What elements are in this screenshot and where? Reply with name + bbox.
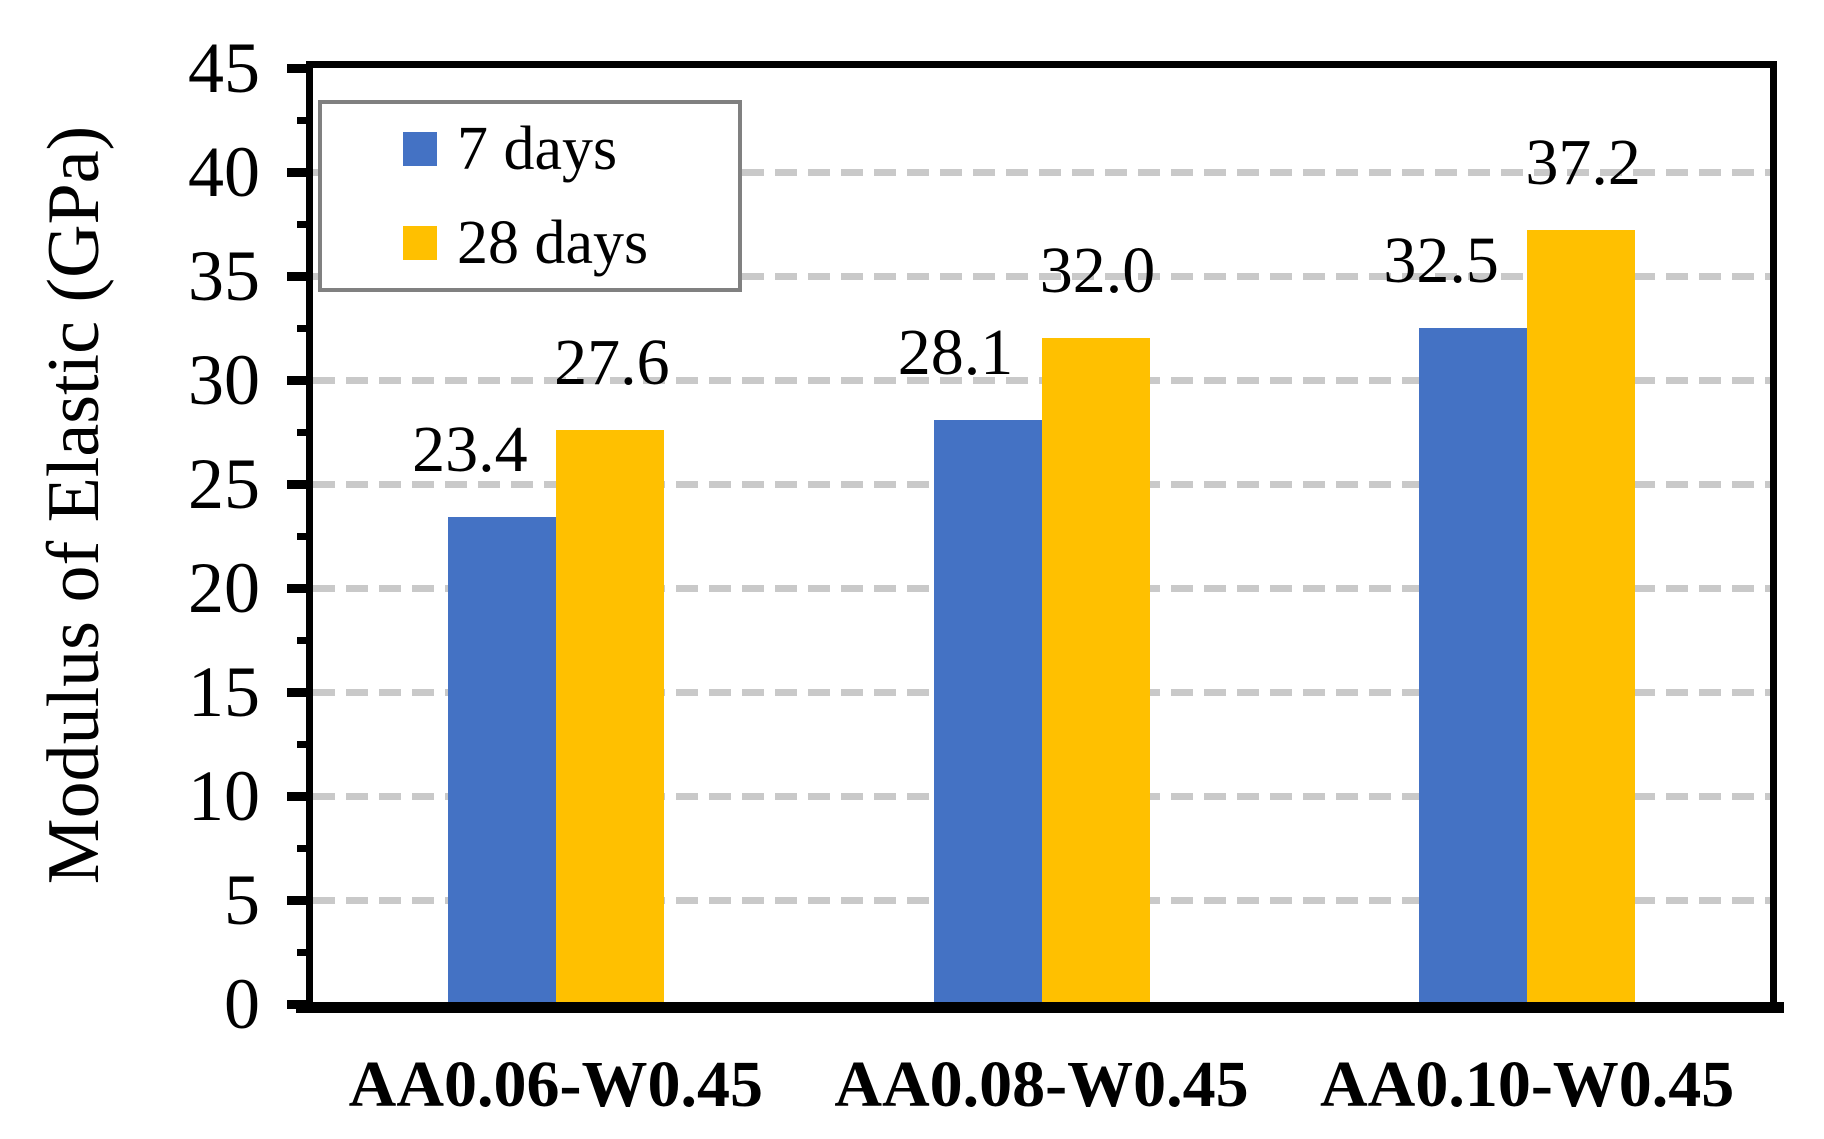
y-axis-major-tick [287, 583, 313, 593]
y-axis-minor-tick [297, 116, 313, 124]
legend: 7 days 28 days [318, 100, 742, 292]
gridline [313, 272, 1770, 280]
y-axis-major-tick [287, 895, 313, 905]
bar-value-label: 37.2 [1525, 126, 1641, 200]
x-axis-category-label: AA0.08-W0.45 [834, 1048, 1249, 1121]
y-axis-major-tick [287, 479, 313, 489]
legend-label: 28 days [457, 209, 649, 277]
y-axis-minor-tick [297, 532, 313, 540]
y-tick-label: 0 [224, 964, 260, 1044]
y-tick-label: 10 [188, 756, 260, 836]
bar-28-days-AA0.08-W0.45 [1041, 338, 1150, 1004]
y-tick-label: 15 [188, 652, 260, 732]
bar-value-label: 32.0 [1039, 234, 1156, 308]
y-tick-label: 45 [188, 28, 260, 108]
gridline [313, 168, 1770, 176]
bar-value-label: 32.5 [1383, 224, 1499, 297]
bar-7-days-AA0.10-W0.45 [1419, 328, 1528, 1004]
y-tick-label: 35 [188, 236, 260, 316]
y-tick-label: 30 [188, 340, 260, 420]
legend-label: 7 days [457, 115, 618, 183]
y-axis-major-tick [287, 63, 313, 73]
x-axis-category-label: AA0.06-W0.45 [348, 1048, 763, 1121]
bar-7-days-AA0.06-W0.45 [447, 517, 556, 1004]
y-axis-major-tick [287, 167, 313, 177]
y-axis-major-tick [287, 791, 313, 801]
bar-value-label: 23.4 [412, 413, 528, 487]
bar-7-days-AA0.08-W0.45 [933, 419, 1042, 1004]
y-axis-minor-tick [297, 636, 313, 644]
y-axis-minor-tick [297, 948, 313, 956]
legend-item: 28 days [322, 208, 738, 278]
y-axis-minor-tick [297, 740, 313, 748]
y-tick-label: 20 [188, 548, 260, 628]
legend-swatch-series-1 [403, 132, 437, 166]
y-axis-minor-tick [297, 324, 313, 332]
legend-swatch-series-2 [403, 226, 437, 260]
y-axis-minor-tick [297, 220, 313, 228]
bar-28-days-AA0.10-W0.45 [1527, 230, 1636, 1004]
x-axis-line [296, 1002, 1784, 1013]
bar-value-label: 27.6 [554, 325, 670, 399]
y-tick-label: 40 [188, 132, 260, 212]
y-tick-label: 25 [188, 444, 260, 524]
y-axis-minor-tick [297, 428, 313, 436]
y-axis-major-tick [287, 999, 313, 1009]
bar-value-label: 28.1 [897, 315, 1014, 389]
y-axis-minor-tick [297, 844, 313, 852]
bar-28-days-AA0.06-W0.45 [555, 429, 664, 1004]
x-axis-category-label: AA0.10-W0.45 [1320, 1048, 1735, 1121]
y-axis-major-tick [287, 375, 313, 385]
legend-item: 7 days [322, 114, 738, 184]
y-axis-major-tick [287, 687, 313, 697]
y-tick-label: 5 [224, 860, 260, 940]
y-axis-major-tick [287, 271, 313, 281]
